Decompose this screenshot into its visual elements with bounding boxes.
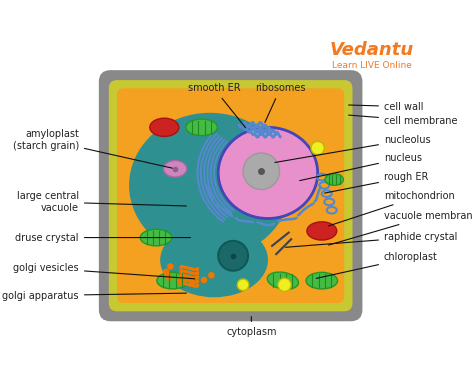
Text: amyloplast
(starch grain): amyloplast (starch grain) [13,129,173,168]
FancyBboxPatch shape [99,70,363,321]
Circle shape [311,141,324,155]
Text: Vedantu: Vedantu [329,41,414,59]
Text: golgi apparatus: golgi apparatus [2,291,186,301]
Ellipse shape [150,118,179,137]
Ellipse shape [164,160,187,177]
Circle shape [218,241,248,271]
Text: vacuole membran: vacuole membran [328,211,473,245]
Circle shape [163,269,169,275]
Circle shape [189,279,195,286]
Text: rough ER: rough ER [325,172,428,193]
Ellipse shape [129,113,291,258]
Circle shape [201,277,207,283]
Ellipse shape [157,272,188,289]
Ellipse shape [325,174,343,186]
Text: cell membrane: cell membrane [348,115,457,126]
Ellipse shape [186,119,218,136]
Circle shape [208,272,215,279]
Circle shape [278,278,291,291]
Text: nucleolus: nucleolus [275,135,430,162]
Circle shape [167,263,174,270]
Text: large central
vacuole: large central vacuole [17,191,186,213]
Ellipse shape [267,272,299,289]
Circle shape [166,274,173,281]
Text: mitochondrion: mitochondrion [328,191,455,226]
FancyBboxPatch shape [117,88,344,303]
Circle shape [175,278,182,285]
Text: cytoplasm: cytoplasm [226,316,277,337]
Text: golgi vesicles: golgi vesicles [13,263,195,279]
Text: smooth ER: smooth ER [188,83,246,128]
Ellipse shape [306,272,337,289]
Text: druse crystal: druse crystal [16,233,191,243]
Ellipse shape [218,127,318,218]
Text: nucleus: nucleus [300,153,422,181]
FancyBboxPatch shape [109,80,353,311]
Text: chloroplast: chloroplast [316,252,438,278]
Text: ribosomes: ribosomes [255,83,306,122]
Ellipse shape [307,222,337,240]
Text: cell wall: cell wall [348,102,423,111]
Text: raphide crystal: raphide crystal [286,232,457,247]
Circle shape [243,153,280,190]
Ellipse shape [140,229,172,246]
Circle shape [237,279,249,291]
Ellipse shape [160,223,268,297]
Text: Learn LIVE Online: Learn LIVE Online [332,61,411,70]
